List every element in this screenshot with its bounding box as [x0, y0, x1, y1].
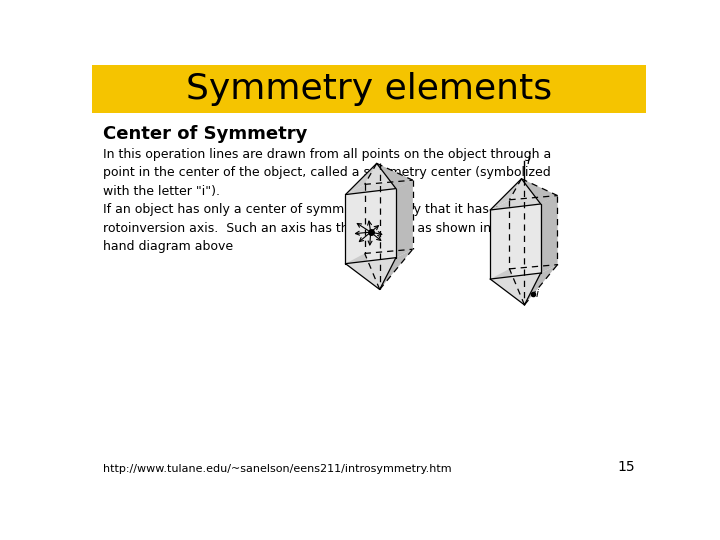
- Polygon shape: [490, 179, 521, 210]
- Polygon shape: [346, 188, 396, 264]
- Text: 15: 15: [618, 461, 636, 475]
- Text: http://www.tulane.edu/~sanelson/eens211/introsymmetry.htm: http://www.tulane.edu/~sanelson/eens211/…: [102, 464, 451, 475]
- Polygon shape: [490, 200, 510, 279]
- Polygon shape: [490, 269, 524, 305]
- FancyArrowPatch shape: [368, 221, 372, 230]
- Text: Center of Symmetry: Center of Symmetry: [102, 125, 307, 143]
- Polygon shape: [510, 195, 557, 269]
- FancyArrowPatch shape: [373, 226, 379, 231]
- FancyArrowPatch shape: [373, 234, 381, 240]
- Text: i: i: [536, 289, 539, 299]
- Polygon shape: [396, 180, 413, 258]
- Polygon shape: [510, 179, 557, 200]
- Polygon shape: [365, 180, 413, 253]
- FancyArrowPatch shape: [368, 235, 372, 245]
- Polygon shape: [379, 249, 413, 289]
- Polygon shape: [377, 164, 413, 188]
- Text: In this operation lines are drawn from all points on the object through a
point : In this operation lines are drawn from a…: [102, 148, 551, 253]
- Polygon shape: [365, 164, 413, 184]
- Polygon shape: [490, 204, 541, 279]
- Polygon shape: [346, 253, 379, 289]
- Polygon shape: [541, 195, 557, 273]
- Polygon shape: [346, 258, 396, 289]
- FancyArrowPatch shape: [356, 231, 368, 235]
- Bar: [92, 65, 647, 112]
- Text: i: i: [527, 152, 531, 166]
- Polygon shape: [346, 184, 365, 264]
- Text: Symmetry elements: Symmetry elements: [186, 72, 552, 106]
- Polygon shape: [346, 164, 377, 194]
- Polygon shape: [521, 179, 557, 204]
- Polygon shape: [524, 265, 557, 305]
- FancyArrowPatch shape: [357, 224, 369, 231]
- FancyArrowPatch shape: [374, 232, 382, 235]
- FancyArrowPatch shape: [359, 234, 369, 241]
- Polygon shape: [490, 273, 541, 305]
